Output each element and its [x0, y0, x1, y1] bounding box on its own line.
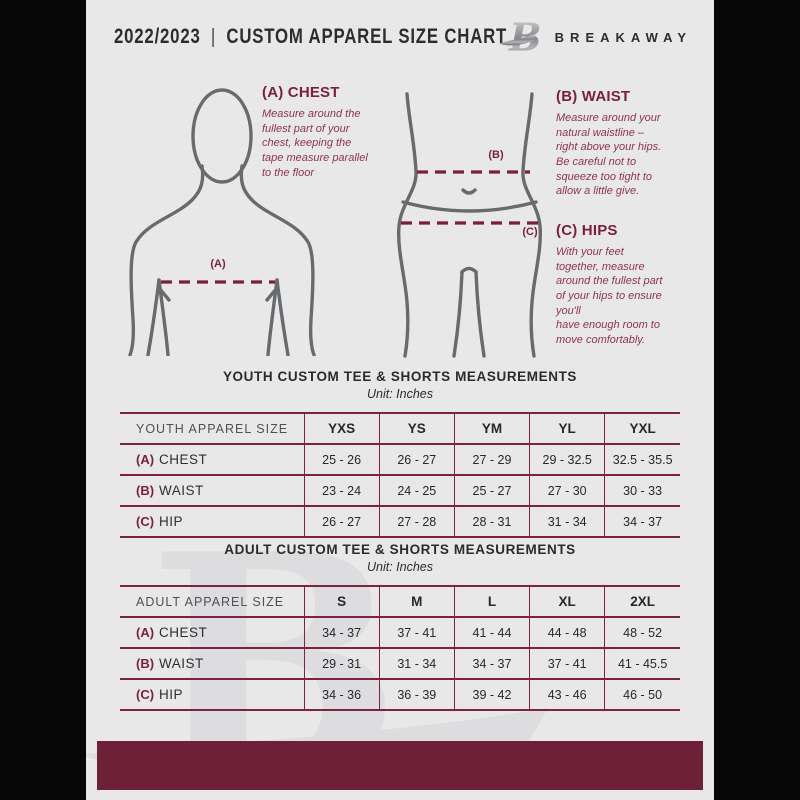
hips-marker-label: (C) [522, 226, 538, 238]
youth-waist-row: (B) WAIST 23 - 24 24 - 25 25 - 27 27 - 30… [120, 475, 680, 506]
upper-body-silhouette [128, 88, 316, 356]
measure-value: 27 - 30 [529, 475, 605, 506]
breakaway-b-logo-icon: B [498, 16, 541, 58]
row-marker: (B) [136, 655, 155, 671]
measure-value: 29 - 32.5 [529, 444, 605, 475]
measure-value: 36 - 39 [378, 679, 455, 710]
measure-value: 48 - 52 [604, 617, 680, 648]
size-column-header: S [303, 586, 380, 617]
adult-apparel-size-header: ADULT APPAREL SIZE [136, 594, 285, 609]
row-label: (A) CHEST [136, 451, 208, 467]
brand-block: B BREAKAWAY [498, 16, 692, 58]
title-divider: | [211, 25, 216, 48]
row-marker: (A) [136, 624, 155, 640]
size-column-header: L [453, 586, 530, 617]
chest-heading: (A) CHEST [262, 84, 340, 101]
size-chart-page: B 2022/2023 | CUSTOM APPAREL SIZE CHART … [86, 0, 714, 800]
adult-hip-row: (C) HIP 34 - 36 36 - 39 39 - 42 43 - 46 4… [120, 679, 680, 710]
measure-value: 26 - 27 [303, 506, 380, 537]
size-column-header: YL [529, 413, 605, 444]
adult-chest-row: (A) CHEST 34 - 37 37 - 41 41 - 44 44 - 48… [120, 617, 680, 648]
measure-value: 27 - 28 [378, 506, 455, 537]
measure-value: 25 - 27 [453, 475, 530, 506]
footer-bar [97, 741, 703, 790]
adult-size-table: ADULT APPAREL SIZE S M L XL 2XL (A) CHEST… [120, 585, 680, 711]
row-marker: (C) [136, 686, 155, 702]
measure-value: 34 - 36 [303, 679, 380, 710]
row-marker: (B) [136, 482, 155, 498]
youth-hip-row: (C) HIP 26 - 27 27 - 28 28 - 31 31 - 34 3… [120, 506, 680, 537]
measure-value: 43 - 46 [529, 679, 605, 710]
adult-waist-row: (B) WAIST 29 - 31 31 - 34 34 - 37 37 - 41… [120, 648, 680, 679]
measure-value: 29 - 31 [303, 648, 380, 679]
measure-value: 31 - 34 [529, 506, 605, 537]
measure-value: 23 - 24 [303, 475, 380, 506]
adult-header-row: ADULT APPAREL SIZE S M L XL 2XL [120, 586, 680, 617]
row-label: (A) CHEST [136, 624, 208, 640]
page-title: 2022/2023 | CUSTOM APPAREL SIZE CHART [114, 25, 507, 49]
youth-apparel-size-header: YOUTH APPAREL SIZE [136, 421, 289, 436]
adult-section-title: ADULT CUSTOM TEE & SHORTS MEASUREMENTS [224, 542, 576, 557]
measure-value: 27 - 29 [453, 444, 530, 475]
row-marker: (A) [136, 451, 155, 467]
measure-value: 32.5 - 35.5 [604, 444, 680, 475]
measure-value: 34 - 37 [604, 506, 680, 537]
youth-chest-row: (A) CHEST 25 - 26 26 - 27 27 - 29 29 - 32… [120, 444, 680, 475]
row-label: (B) WAIST [136, 655, 204, 671]
hips-instructions: With your feet together, measure around … [556, 246, 663, 346]
measure-value: 34 - 37 [453, 648, 530, 679]
youth-header-row: YOUTH APPAREL SIZE YXS YS YM YL YXL [120, 413, 680, 444]
season-label: 2022/2023 [114, 25, 201, 48]
measure-value: 41 - 44 [453, 617, 530, 648]
row-marker: (C) [136, 513, 155, 529]
brand-name: BREAKAWAY [554, 29, 692, 45]
row-label: (C) HIP [136, 686, 184, 702]
measure-value: 41 - 45.5 [604, 648, 680, 679]
waist-instructions: Measure around your natural waistline – … [556, 112, 662, 198]
waist-marker-label: (B) [488, 149, 504, 161]
chart-title: CUSTOM APPAREL SIZE CHART [226, 25, 508, 48]
measure-value: 26 - 27 [378, 444, 455, 475]
lower-body-silhouette [396, 92, 543, 358]
youth-section-title: YOUTH CUSTOM TEE & SHORTS MEASUREMENTS [222, 369, 578, 384]
size-column-header: YXL [604, 413, 680, 444]
measure-value: 46 - 50 [604, 679, 680, 710]
size-column-header: XL [529, 586, 605, 617]
size-column-header: YXS [303, 413, 380, 444]
measure-value: 25 - 26 [303, 444, 380, 475]
row-label: (B) WAIST [136, 482, 204, 498]
measure-value: 37 - 41 [529, 648, 605, 679]
measure-value: 24 - 25 [378, 475, 455, 506]
measure-value: 39 - 42 [453, 679, 530, 710]
size-column-header: 2XL [604, 586, 680, 617]
youth-unit-label: Unit: Inches [366, 387, 433, 401]
svg-text:B: B [508, 16, 541, 58]
waist-heading: (B) WAIST [556, 88, 631, 105]
measure-value: 31 - 34 [378, 648, 455, 679]
hips-heading: (C) HIPS [556, 222, 618, 239]
chest-marker-label: (A) [210, 258, 226, 270]
size-column-header: M [378, 586, 455, 617]
measure-value: 28 - 31 [453, 506, 530, 537]
measure-value: 37 - 41 [378, 617, 455, 648]
row-label: (C) HIP [136, 513, 184, 529]
chest-instructions: Measure around the fullest part of your … [262, 108, 368, 179]
adult-unit-label: Unit: Inches [366, 560, 433, 574]
measure-value: 44 - 48 [529, 617, 605, 648]
measure-value: 30 - 33 [604, 475, 680, 506]
youth-size-table: YOUTH APPAREL SIZE YXS YS YM YL YXL (A) C… [120, 412, 680, 538]
size-column-header: YS [378, 413, 455, 444]
size-column-header: YM [453, 413, 530, 444]
measure-value: 34 - 37 [303, 617, 380, 648]
